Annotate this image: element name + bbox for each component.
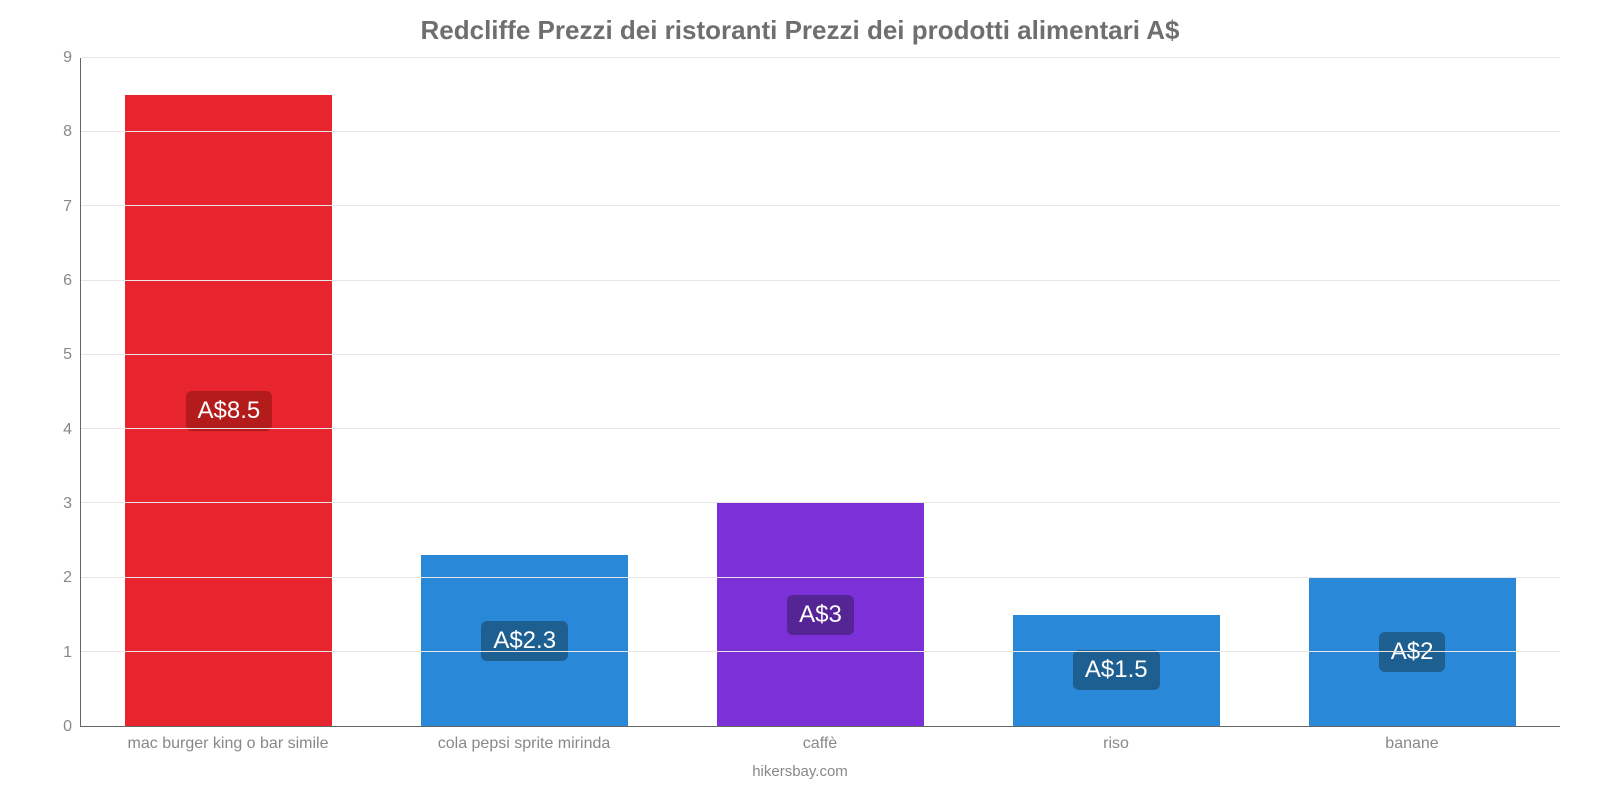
x-tick-label: banane: [1264, 735, 1560, 753]
grid-line: [81, 354, 1560, 355]
grid-line: [81, 57, 1560, 58]
plot-row: 0123456789 A$8.5A$2.3A$3A$1.5A$2: [40, 58, 1560, 727]
plot: A$8.5 A$2.3 A$3 A$1.5 A$2: [80, 58, 1560, 727]
y-tick-label: 1: [63, 644, 72, 662]
grid-line: [81, 651, 1560, 652]
bars-container: A$8.5 A$2.3 A$3 A$1.5 A$2: [81, 58, 1560, 726]
y-tick-label: 7: [63, 198, 72, 216]
y-tick-label: 3: [63, 495, 72, 513]
bar: A$2: [1309, 578, 1516, 726]
value-badge: A$8.5: [186, 391, 273, 431]
bar-slot: A$3: [673, 58, 969, 726]
x-tick-label: mac burger king o bar simile: [80, 735, 376, 753]
grid-line: [81, 205, 1560, 206]
y-tick-label: 0: [63, 718, 72, 736]
grid-line: [81, 577, 1560, 578]
chart-area: 0123456789 A$8.5A$2.3A$3A$1.5A$2 mac bur…: [40, 58, 1560, 780]
value-badge: A$3: [787, 595, 854, 635]
x-tick-label: caffè: [672, 735, 968, 753]
bar-slot: A$2: [1264, 58, 1560, 726]
bar-slot: A$8.5: [81, 58, 377, 726]
y-tick-label: 4: [63, 421, 72, 439]
bar: A$1.5: [1013, 615, 1220, 726]
bar: A$3: [717, 503, 924, 726]
y-axis: 0123456789: [40, 58, 80, 727]
bar-slot: A$2.3: [377, 58, 673, 726]
value-badge: A$1.5: [1073, 650, 1160, 690]
value-badge: A$2: [1379, 632, 1446, 672]
grid-line: [81, 428, 1560, 429]
x-tick-label: cola pepsi sprite mirinda: [376, 735, 672, 753]
grid-line: [81, 502, 1560, 503]
value-badge: A$2.3: [481, 621, 568, 661]
y-tick-label: 8: [63, 123, 72, 141]
bar-slot: A$1.5: [968, 58, 1264, 726]
x-axis: mac burger king o bar similecola pepsi s…: [80, 735, 1560, 753]
grid-line: [81, 280, 1560, 281]
y-tick-label: 6: [63, 272, 72, 290]
chart-title: Redcliffe Prezzi dei ristoranti Prezzi d…: [40, 15, 1560, 46]
y-tick-label: 2: [63, 569, 72, 587]
y-tick-label: 5: [63, 346, 72, 364]
y-tick-label: 9: [63, 49, 72, 67]
bar: A$8.5: [125, 95, 332, 726]
bar: A$2.3: [421, 555, 628, 726]
footer-credit: hikersbay.com: [40, 763, 1560, 780]
x-tick-label: riso: [968, 735, 1264, 753]
grid-line: [81, 131, 1560, 132]
